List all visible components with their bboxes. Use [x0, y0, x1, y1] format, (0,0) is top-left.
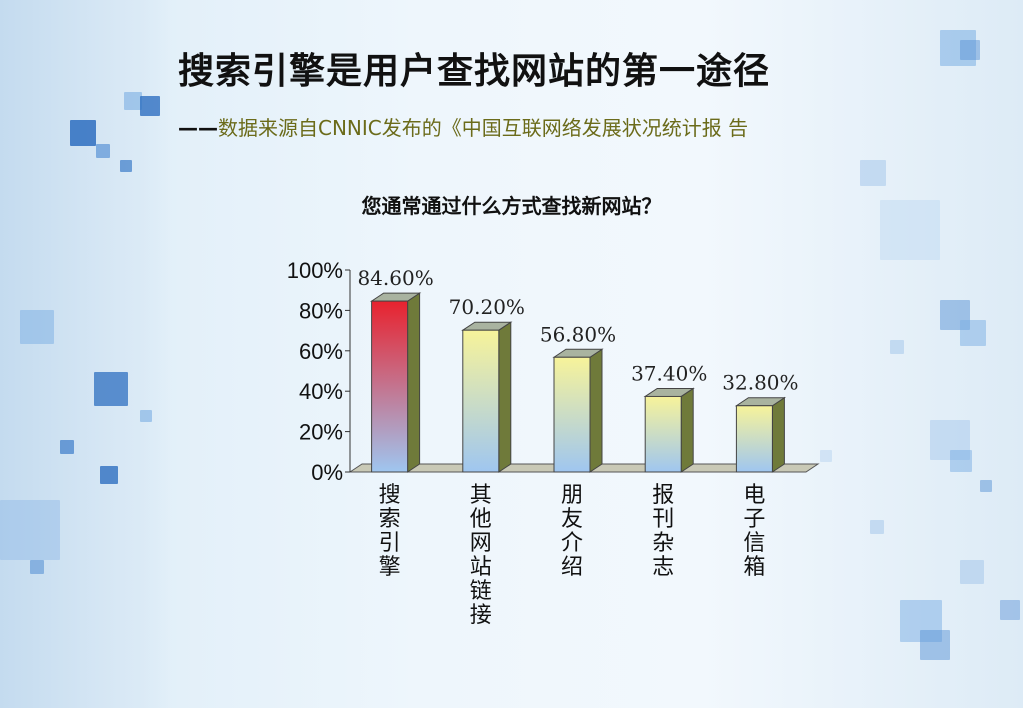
bar-side [680, 387, 694, 473]
bar-front [735, 405, 773, 473]
decorative-square [880, 200, 940, 260]
subtitle-text: 数据来源自CNNIC发布的《中国互联网络发展状况统计报 告 [218, 116, 749, 140]
bar [552, 348, 604, 473]
bar [369, 292, 422, 473]
y-tick-label: 20% [299, 420, 343, 445]
category-label: 报刊杂志 [652, 483, 674, 580]
bar-side [498, 321, 512, 473]
decorative-square [860, 160, 886, 186]
decorative-square [960, 560, 984, 584]
decorative-square [70, 120, 96, 146]
decorative-square [820, 450, 832, 462]
category-label: 搜索引擎 [379, 483, 401, 580]
decorative-square [60, 440, 74, 454]
data-label: 70.20% [449, 295, 525, 319]
category-label: 电子信箱 [743, 483, 765, 580]
decorative-square [30, 560, 44, 574]
slide-subtitle: ——数据来源自CNNIC发布的《中国互联网络发展状况统计报 告 [178, 112, 748, 141]
data-label: 56.80% [540, 322, 616, 346]
bar [643, 387, 695, 473]
bar-front [462, 329, 500, 473]
decorative-square [20, 310, 54, 344]
y-tick-label: 0% [311, 460, 343, 485]
category-label: 其他网站链接 [470, 483, 492, 628]
bar-front [644, 395, 682, 473]
decorative-square [1000, 600, 1020, 620]
decorative-square [100, 466, 118, 484]
chart-title: 您通常通过什么方式查找新网站？ [361, 194, 662, 218]
bar-front [553, 356, 591, 473]
slide-title: 搜索引擎是用户查找网站的第一途径 [178, 51, 771, 92]
data-label: 84.60% [357, 266, 433, 290]
decorative-square [140, 96, 160, 116]
bar-side [589, 348, 603, 473]
decorative-square [140, 410, 152, 422]
subtitle-dash: —— [178, 116, 218, 140]
decorative-square [124, 92, 142, 110]
bar [734, 396, 787, 473]
y-tick-label: 40% [299, 379, 343, 404]
y-tick-label: 100% [287, 258, 343, 283]
category-label: 朋友介绍 [561, 483, 583, 580]
decorative-square [94, 372, 128, 406]
decorative-square [950, 450, 972, 472]
bar-side [771, 396, 785, 473]
bar-front [371, 300, 409, 473]
y-tick-label: 80% [299, 298, 343, 323]
decorative-square [96, 144, 110, 158]
decorative-square [980, 480, 992, 492]
background-band [0, 0, 170, 708]
decorative-square [890, 340, 904, 354]
decorative-square [0, 500, 60, 560]
decorative-square [960, 320, 986, 346]
data-label: 37.40% [631, 361, 707, 385]
y-tick-label: 60% [299, 339, 343, 364]
decorative-square [960, 40, 980, 60]
bar-side [407, 292, 421, 473]
data-label: 32.80% [722, 371, 798, 395]
decorative-square [870, 520, 884, 534]
decorative-square [920, 630, 950, 660]
decorative-square [120, 160, 132, 172]
bar [461, 321, 513, 473]
